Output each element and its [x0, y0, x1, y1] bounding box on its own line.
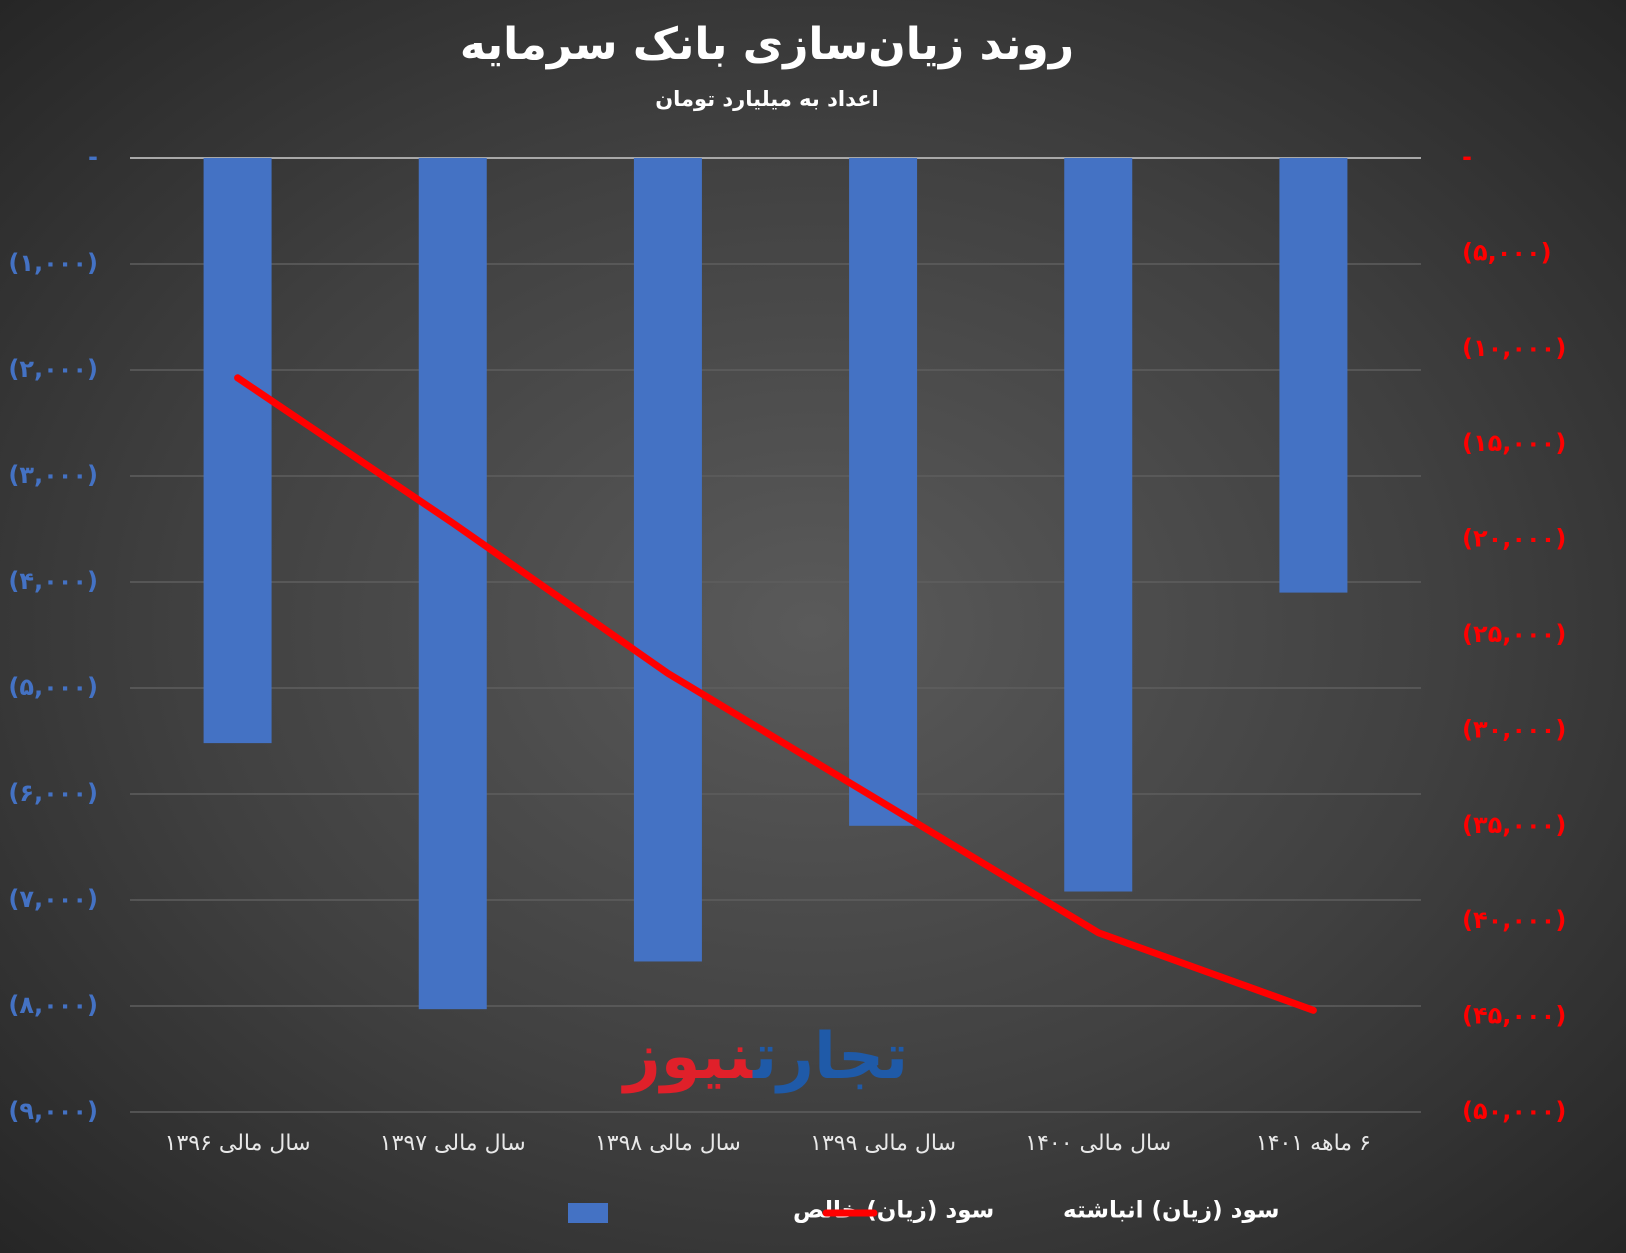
- y-tick-label: (۳,۰۰۰): [8, 461, 98, 489]
- watermark-part: تجارت: [752, 1020, 908, 1094]
- y2-tick-label: (۴۰,۰۰۰): [1462, 906, 1566, 934]
- x-tick-label: سال مالی ۱۳۹۶: [165, 1131, 311, 1156]
- y-tick-label: (۲,۰۰۰): [8, 355, 98, 383]
- y2-tick-label: (۳۰,۰۰۰): [1462, 715, 1566, 743]
- y2-tick-label: (۳۵,۰۰۰): [1462, 811, 1566, 839]
- bar: [1279, 158, 1348, 593]
- y2-tick-label: (۲۰,۰۰۰): [1462, 525, 1566, 553]
- y-tick-label: (۶,۰۰۰): [8, 779, 98, 807]
- y-tick-label: (۵,۰۰۰): [8, 673, 98, 701]
- legend-label: سود (زیان) انباشته: [1063, 1198, 1280, 1224]
- y2-tick-label: (۵,۰۰۰): [1462, 238, 1552, 266]
- x-tick-label: سال مالی ۱۳۹۸: [595, 1131, 741, 1156]
- bar: [849, 158, 918, 826]
- bar: [203, 158, 272, 744]
- watermark: تجارتنیوز: [621, 1020, 908, 1094]
- y2-tick-label: (۲۵,۰۰۰): [1462, 620, 1566, 648]
- y-tick-label: (۸,۰۰۰): [8, 991, 98, 1019]
- x-tick-label: ۶ ماهه ۱۴۰۱: [1256, 1131, 1371, 1156]
- y-tick-label: -: [88, 143, 98, 171]
- chart-title: روند زیان‌سازی بانک سرمایه: [460, 19, 1074, 70]
- bar: [418, 158, 487, 1010]
- x-tick-label: سال مالی ۱۳۹۷: [380, 1131, 526, 1156]
- y-tick-label: (۴,۰۰۰): [8, 567, 98, 595]
- watermark-part: نیوز: [621, 1020, 754, 1094]
- y-tick-label: (۷,۰۰۰): [8, 885, 98, 913]
- line: [234, 374, 1317, 1014]
- y2-tick-label: (۱۵,۰۰۰): [1462, 429, 1566, 457]
- y-tick-label: (۹,۰۰۰): [8, 1097, 98, 1125]
- y2-tick-label: -: [1462, 143, 1472, 171]
- x-tick-label: سال مالی ۱۴۰۰: [1025, 1131, 1171, 1156]
- chart-subtitle: اعداد به میلیارد تومان: [655, 87, 879, 111]
- legend-swatch: [568, 1203, 608, 1223]
- y2-tick-label: (۵۰,۰۰۰): [1462, 1097, 1566, 1125]
- y2-tick-label: (۱۰,۰۰۰): [1462, 334, 1566, 362]
- x-tick-label: سال مالی ۱۳۹۹: [810, 1131, 956, 1156]
- y-tick-label: (۱,۰۰۰): [8, 249, 98, 277]
- y2-tick-label: (۴۵,۰۰۰): [1462, 1002, 1566, 1030]
- legend-label: سود (زیان) خالص: [793, 1198, 994, 1224]
- bar: [1064, 158, 1133, 892]
- bar: [633, 158, 702, 962]
